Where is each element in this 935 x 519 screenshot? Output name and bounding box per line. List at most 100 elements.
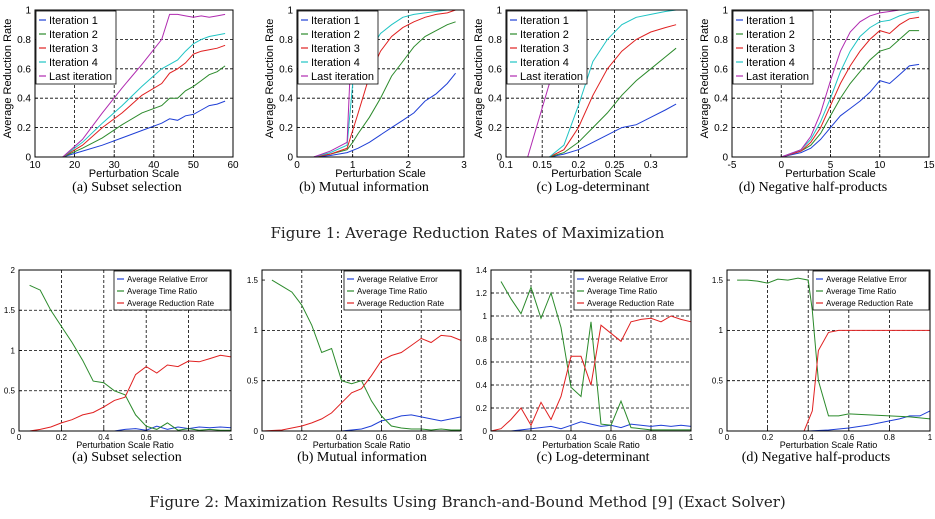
figure1-subcaption-2: (c) Log-determinant [536, 180, 650, 195]
y-tick-label: 0.4 [488, 94, 502, 105]
y-tick-label: 0 [483, 427, 488, 436]
series-line-1 [491, 421, 692, 432]
legend-label-2: Iteration 2 [520, 29, 569, 41]
series-line-1 [549, 103, 677, 158]
y-tick-label: 0 [25, 153, 31, 164]
y-tick-label: 0.6 [714, 64, 728, 75]
y-axis-label: Average Reduction Rate [473, 19, 485, 139]
series-line-2 [549, 47, 677, 158]
legend-label-2: Average Time Ratio [357, 287, 428, 296]
x-tick-label: 0.25 [605, 160, 625, 171]
y-tick-label: 0.8 [279, 35, 293, 46]
x-tick-label: -5 [728, 160, 737, 171]
x-tick-label: 0.8 [884, 433, 896, 442]
x-tick-label: 0.3 [644, 160, 658, 171]
legend-label-1: Iteration 1 [49, 15, 98, 27]
y-tick-label: 1 [254, 326, 259, 335]
x-tick-label: 0.8 [645, 433, 657, 442]
x-tick-label: 2 [406, 160, 412, 171]
x-tick-label: 0.2 [525, 433, 537, 442]
x-axis-label: Perturbation Scale [335, 168, 426, 180]
figure1-subcaption-3: (d) Negative half-products [738, 180, 888, 195]
x-axis-label: Perturbation Scale Ratio [313, 440, 411, 450]
y-tick-label: 1 [496, 6, 502, 17]
y-tick-label: 0.6 [488, 64, 502, 75]
series-line-2 [271, 279, 461, 431]
plot-frame [505, 9, 688, 158]
legend-label-1: Iteration 1 [520, 15, 569, 27]
x-tick-label: 0 [489, 433, 494, 442]
legend-label-2: Iteration 2 [746, 29, 795, 41]
y-axis-label: Average Reduction Rate [264, 19, 276, 139]
series-line-1 [781, 63, 920, 158]
legend-label-4: Iteration 4 [49, 57, 98, 69]
legend-box [573, 270, 691, 311]
x-tick-label: 0.4 [565, 433, 577, 442]
y-tick-label: 0.6 [476, 358, 488, 367]
x-tick-label: 0 [294, 160, 300, 171]
y-tick-label: 0 [287, 153, 293, 164]
legend-label-5: Last iteration [746, 71, 809, 83]
legend-label-3: Iteration 3 [520, 43, 569, 55]
y-tick-label: 1.2 [476, 289, 488, 298]
legend-label-3: Iteration 3 [311, 43, 360, 55]
figure-2-caption: Figure 2: Maximization Results Using Bra… [149, 493, 786, 511]
x-tick-label: 0.2 [296, 433, 308, 442]
legend-label-2: Average Time Ratio [587, 287, 658, 296]
y-tick-label: 1 [719, 326, 724, 335]
x-tick-label: 5 [828, 160, 834, 171]
legend-label-5: Last iteration [311, 71, 374, 83]
y-tick-label: 0.8 [714, 35, 728, 46]
y-tick-label: 1 [722, 6, 728, 17]
y-tick-label: 1.4 [476, 266, 488, 275]
legend-label-5: Last iteration [49, 71, 112, 83]
series-line-4 [781, 11, 920, 158]
legend-box [812, 270, 930, 311]
x-tick-label: 30 [109, 160, 121, 171]
legend-label-3: Average Reduction Rate [127, 299, 215, 308]
legend-label-1: Average Relative Error [127, 275, 208, 284]
x-tick-label: 1 [350, 160, 356, 171]
x-tick-label: 0.4 [98, 433, 110, 442]
x-tick-label: 0.8 [183, 433, 195, 442]
legend-label-1: Average Relative Error [357, 275, 438, 284]
x-tick-label: 0 [725, 433, 730, 442]
x-tick-label: 50 [188, 160, 200, 171]
series-line-3 [549, 24, 677, 158]
figure2-subcaption-3: (d) Negative half-products [741, 450, 891, 465]
series-line-3 [62, 44, 226, 158]
series-line-1 [62, 100, 226, 158]
y-tick-label: 1 [11, 346, 16, 355]
x-tick-label: 0.2 [571, 160, 585, 171]
y-axis-label: Average Reduction Rate [699, 19, 711, 139]
legend-label-1: Average Relative Error [587, 275, 668, 284]
legend-box [732, 10, 814, 85]
y-tick-label: 0.6 [17, 64, 31, 75]
y-tick-label: 0.4 [714, 94, 728, 105]
x-tick-label: 0.6 [141, 433, 153, 442]
series-line-2 [737, 277, 931, 420]
series-line-4 [313, 9, 456, 158]
y-tick-label: 0.8 [17, 35, 31, 46]
y-axis-label: Average Reduction Rate [2, 19, 14, 139]
x-tick-label: 0.15 [532, 160, 552, 171]
legend-box [297, 10, 379, 85]
y-tick-label: 0 [254, 427, 259, 436]
y-tick-label: 1.5 [712, 276, 724, 285]
legend-label-5: Last iteration [520, 71, 583, 83]
x-tick-label: 0 [17, 433, 22, 442]
series-line-4 [549, 9, 677, 158]
series-line-1 [313, 72, 456, 158]
x-tick-label: 0.6 [376, 433, 388, 442]
legend-label-1: Average Relative Error [826, 275, 907, 284]
